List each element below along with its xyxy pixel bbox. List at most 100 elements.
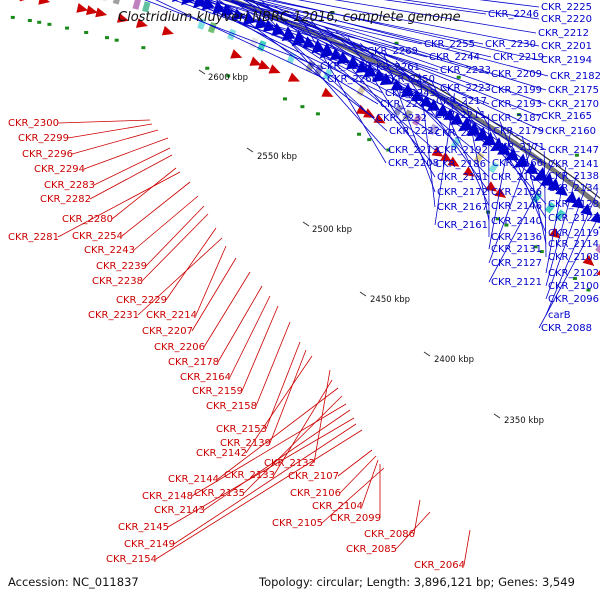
gene-label-forward: CKR_2123 [548, 213, 599, 224]
forward-label-connector [207, 0, 428, 58]
label-connectors [57, 0, 600, 566]
reverse-label-connector [203, 271, 251, 348]
forward-gene-arrow [410, 89, 424, 101]
gene-label-reverse: CKR_2229 [116, 295, 167, 306]
tick-label-2450: 2450 kbp [370, 295, 410, 305]
gene-label-forward: CKR_2167 [437, 202, 488, 213]
forward-label-connector [172, 0, 368, 68]
reverse-label-connector [57, 171, 181, 238]
feature-tracks [10, 0, 600, 419]
gene-label-reverse: CKR_2159 [192, 386, 243, 397]
gene-label-reverse: CKR_2142 [196, 448, 247, 459]
gene-label-forward: CKR_2170 [548, 99, 599, 110]
reverse-label-connector [217, 387, 339, 480]
gene-label-forward: CKR_2278 [320, 61, 371, 72]
gene-label-forward: CKR_2138 [548, 171, 599, 182]
gene-label-forward: CKR_2136 [491, 232, 542, 243]
forward-label-connector [218, 0, 375, 119]
reverse-label-connector [141, 213, 209, 282]
gene-label-reverse: CKR_2149 [124, 539, 175, 550]
cog-category-block [531, 191, 543, 204]
rna-mark [504, 223, 509, 227]
gene-label-forward: CKR_2162 [491, 172, 542, 183]
gene-label-forward: CKR_2211 [435, 110, 486, 121]
cog-category-block [207, 21, 217, 34]
reverse-label-connector [89, 154, 173, 200]
gene-label-forward: CKR_2182 [550, 71, 600, 82]
reverse-gene-arrow [76, 3, 89, 13]
reverse-label-connector [165, 227, 217, 301]
cog-category-block [411, 114, 423, 127]
gene-label-forward: CKR_2160 [545, 126, 596, 137]
gene-label-forward: CKR_2244 [429, 52, 480, 63]
gene-label-reverse: CKR_2064 [414, 560, 465, 571]
reverse-label-connector [191, 257, 237, 332]
reverse-gene-arrow [287, 72, 300, 82]
rna-mark [300, 105, 305, 109]
forward-label-connector [488, 143, 534, 264]
cog-category-block [554, 209, 566, 221]
rna-mark [10, 15, 15, 19]
map-title: Clostridium kluyveri NBRC 12016, complet… [118, 10, 461, 25]
forward-gene-arrow [311, 39, 325, 54]
forward-gene-arrow [242, 11, 256, 26]
forward-label-connector [245, 0, 547, 105]
reverse-gene-arrow [596, 270, 600, 276]
gene-label-reverse: CKR_2214 [146, 310, 197, 321]
gene-label-forward: CKR_2192 [437, 145, 488, 156]
gene-label-forward: CKR_2212 [538, 28, 589, 39]
forward-label-connector [242, 0, 492, 132]
gene-label-forward: CKR_2223 [440, 83, 491, 94]
forward-gene-arrow [212, 0, 226, 15]
gene-label-reverse: CKR_2206 [154, 342, 205, 353]
gene-label-reverse: CKR_2104 [312, 501, 363, 512]
rna-mark [574, 153, 579, 157]
reverse-label-connector [173, 423, 357, 545]
gene-label-forward: CKR_2269 [367, 46, 418, 57]
cog-category-block [112, 0, 122, 5]
cog-category-block [473, 152, 485, 164]
gene-label-forward: carB [548, 310, 571, 321]
forward-label-connector [545, 182, 588, 300]
forward-label-connector [521, 136, 547, 245]
forward-gene-arrow [426, 98, 441, 111]
gene-label-reverse: CKR_2099 [330, 513, 381, 524]
rna-mark [586, 288, 591, 292]
gene-label-forward: CKR_2220 [541, 14, 592, 25]
forward-gene-arrow [580, 203, 593, 216]
cog-category-block [488, 161, 499, 174]
rna-mark [516, 113, 521, 117]
reverse-gene-arrow [257, 59, 271, 70]
gene-label-forward: CKR_2121 [491, 277, 542, 288]
reverse-label-connector [155, 429, 363, 560]
gene-label-forward: CKR_2193 [491, 99, 542, 110]
reverse-label-connector [339, 455, 377, 494]
gene-label-forward: CKR_2114 [548, 239, 599, 250]
gene-label-forward: CKR_2261 [369, 62, 420, 73]
rna-mark [367, 138, 372, 142]
reverse-gene-arrow [86, 5, 98, 15]
gene-label-reverse: CKR_2281 [8, 232, 59, 243]
forward-label-connector [442, 86, 547, 205]
gene-label-forward: CKR_2166 [492, 158, 543, 169]
forward-label-connector [465, 100, 490, 222]
cog-category-block [314, 64, 324, 77]
reverse-gene-arrow [230, 49, 243, 59]
rna-mark [539, 250, 544, 254]
forward-label-connector [538, 213, 600, 329]
reverse-gene-arrow [582, 255, 595, 266]
gene-label-forward: CKR_2219 [493, 52, 544, 63]
forward-label-connector [430, 79, 490, 207]
forward-label-connector [202, 0, 439, 89]
gene-label-reverse: CKR_2207 [142, 326, 193, 337]
gene-label-forward: CKR_2131 [491, 244, 542, 255]
forward-label-connector [334, 0, 537, 34]
reverse-label-connector [395, 511, 431, 550]
gene-label-reverse: CKR_2135 [194, 488, 245, 499]
gene-label-reverse: CKR_2145 [118, 522, 169, 533]
gene-label-forward: CKR_2181 [437, 172, 488, 183]
gene-label-forward: CKR_2102 [548, 268, 599, 279]
tick-label-2500: 2500 kbp [312, 225, 352, 235]
forward-gene-arrow [532, 166, 548, 181]
